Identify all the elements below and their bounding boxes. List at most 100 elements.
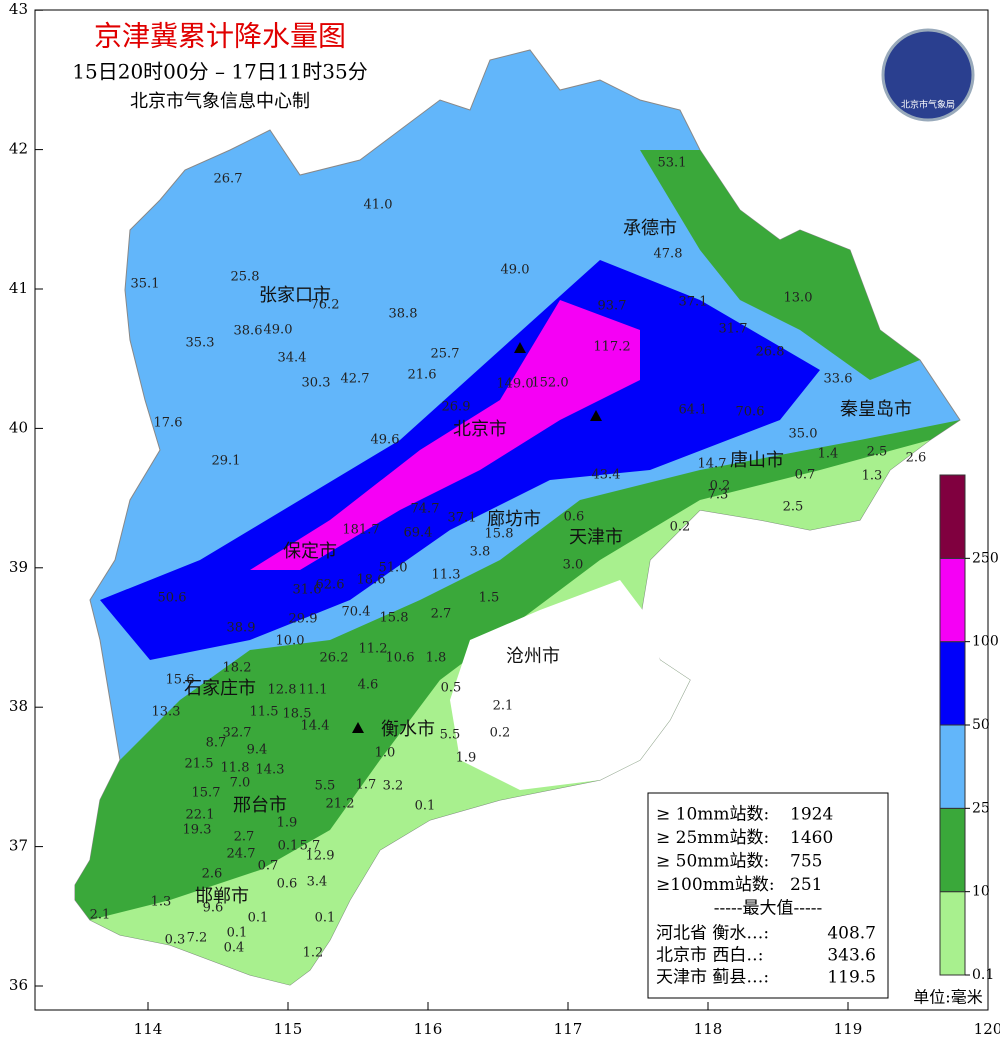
- station-value: 14.3: [256, 763, 285, 778]
- station-value: 21.5: [185, 757, 214, 772]
- station-value: 5.7: [300, 839, 321, 854]
- station-value: 19.3: [183, 823, 212, 838]
- station-value: 1.9: [277, 816, 298, 831]
- station-value: 0.3: [165, 933, 186, 948]
- precip-field: [74, 49, 961, 986]
- station-value: 0.7: [795, 468, 816, 483]
- station-value: 35.3: [186, 336, 215, 351]
- city-label: 北京市: [453, 419, 507, 440]
- city-label: 天津市: [569, 527, 623, 548]
- station-value: 25.7: [431, 347, 460, 362]
- city-label: 秦皇岛市: [840, 399, 912, 420]
- station-value: 47.8: [654, 247, 683, 262]
- city-label: 邢台市: [233, 795, 287, 816]
- station-value: 11.5: [250, 705, 279, 720]
- station-value: 18.2: [223, 661, 252, 676]
- station-value: 3.0: [563, 558, 584, 573]
- legend-label: ≥ 10mm站数:: [656, 805, 769, 825]
- colorbar-label: 10: [972, 884, 990, 900]
- station-value: 31.6: [293, 583, 322, 598]
- x-tick-label: 117: [554, 1020, 583, 1038]
- station-value: 43.4: [592, 468, 621, 483]
- station-value: 0.5: [441, 681, 462, 696]
- station-value: 38.8: [389, 307, 418, 322]
- station-value: 15.8: [485, 527, 514, 542]
- y-tick-label: 43: [9, 0, 28, 18]
- max-label: 河北省 衡水…:: [656, 924, 769, 944]
- colorbar-label: 0.1: [972, 967, 994, 983]
- station-value: 14.4: [301, 719, 330, 734]
- x-tick-label: 120: [974, 1020, 1000, 1038]
- station-marker: [352, 722, 364, 733]
- station-value: 3.8: [470, 545, 491, 560]
- station-value: 0.2: [490, 726, 511, 741]
- station-value: 2.6: [202, 867, 223, 882]
- station-value: 34.4: [278, 351, 307, 366]
- station-value: 2.5: [867, 445, 888, 460]
- colorbar-label: 50: [972, 717, 990, 733]
- colorbar-segment: [939, 474, 966, 559]
- station-value: 1.7: [356, 778, 377, 793]
- station-value: 9.6: [203, 901, 224, 916]
- station-value: 49.0: [264, 323, 293, 338]
- station-value: 13.3: [152, 705, 181, 720]
- station-value: 4.6: [358, 678, 379, 693]
- x-tick-label: 116: [414, 1020, 443, 1038]
- city-label: 张家口市: [259, 285, 331, 306]
- city-label: 石家庄市: [184, 678, 256, 699]
- max-label: 北京市 西白‥:: [656, 946, 763, 966]
- station-value: 69.4: [404, 526, 433, 541]
- station-value: 10.6: [386, 651, 415, 666]
- station-value: 10.0: [276, 634, 305, 649]
- station-value: 0.6: [564, 510, 585, 525]
- colorbar-label: 100: [972, 634, 999, 650]
- station-value: 17.6: [154, 416, 183, 431]
- station-value: 35.1: [131, 277, 160, 292]
- station-value: 49.0: [501, 263, 530, 278]
- legend-label: ≥ 25mm站数:: [656, 828, 769, 848]
- city-label: 承德市: [623, 218, 677, 239]
- station-value: 1.9: [456, 751, 477, 766]
- station-value: 70.6: [736, 405, 765, 420]
- station-value: 18.6: [357, 573, 386, 588]
- city-label: 唐山市: [730, 450, 784, 471]
- station-value: 0.1: [278, 839, 299, 854]
- station-value: 42.7: [341, 372, 370, 387]
- station-value: 37.1: [679, 295, 708, 310]
- station-value: 26.9: [442, 400, 471, 415]
- logo: [881, 28, 975, 122]
- y-tick-label: 37: [9, 837, 28, 855]
- station-value: 152.0: [531, 376, 568, 391]
- subtitle: 15日20时00分 – 17日11时35分: [72, 60, 367, 84]
- colorbar-segment: [939, 641, 966, 726]
- max-value: 408.7: [827, 924, 876, 944]
- colorbar-label: 25: [972, 800, 990, 816]
- station-value: 0.7: [258, 859, 279, 874]
- station-value: 50.6: [158, 591, 187, 606]
- station-value: 0.1: [227, 926, 248, 941]
- station-value: 15.7: [192, 786, 221, 801]
- legend-label: ≥100mm站数:: [656, 875, 775, 895]
- station-value: 64.1: [679, 403, 708, 418]
- station-value: 53.1: [658, 156, 687, 171]
- station-value: 8.7: [206, 736, 227, 751]
- station-value: 24.7: [227, 847, 256, 862]
- station-value: 149.0: [496, 377, 533, 392]
- station-value: 37.1: [448, 511, 477, 526]
- y-tick-label: 39: [9, 558, 28, 576]
- y-tick-label: 40: [9, 418, 28, 436]
- station-value: 3.2: [383, 779, 404, 794]
- station-value: 51.0: [379, 561, 408, 576]
- legend-box: [647, 792, 889, 999]
- station-value: 117.2: [593, 340, 630, 355]
- station-value: 62.6: [316, 578, 345, 593]
- station-value: 0.2: [710, 479, 731, 494]
- station-value: 0.4: [224, 941, 245, 956]
- station-value: 2.7: [431, 607, 452, 622]
- city-label: 廊坊市: [487, 509, 541, 530]
- station-value: 3.4: [307, 875, 328, 890]
- station-value: 2.6: [906, 451, 927, 466]
- station-value: 32.7: [223, 726, 252, 741]
- station-value: 5.5: [315, 779, 336, 794]
